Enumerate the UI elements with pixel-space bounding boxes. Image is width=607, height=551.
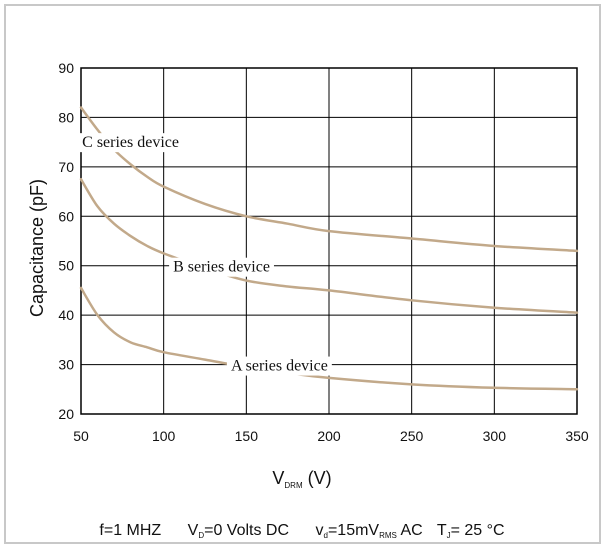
x-axis-title: VDRM (V) [272,468,331,490]
series-label-a: A series device [231,358,328,375]
plot-border [80,67,578,415]
cond-vd-rest: =0 Volts DC [204,522,289,539]
series-line-a [79,286,579,391]
chart-frame: C series device B series device A series d… [4,4,601,544]
cond-tj-rest: = 25 °C [451,522,505,539]
x-axis-title-unit: (V) [303,468,332,488]
x-tick-label: 50 [73,428,89,444]
y-tick-label: 90 [58,60,74,76]
cond-vac-main: v [316,522,324,539]
grid [80,67,578,415]
series-label-bg-a [226,356,332,376]
test-conditions: f=1 MHZ VD=0 Volts DC vd=15mVRMS AC TJ= … [99,522,504,540]
series-labels: C series device B series device A series d… [78,133,332,376]
y-tick-label: 30 [58,357,74,373]
cond-tj-main: T [437,522,447,539]
y-tick-label: 40 [58,307,74,323]
series-label-bg-c [78,133,184,153]
cond-vac-rest: AC [397,522,423,539]
cond-vac-sub2: RMS [379,531,397,540]
cond-vd-main: V [188,522,199,539]
x-tick-label: 100 [152,428,176,444]
capacitance-chart: C series device B series device A series d… [27,60,589,540]
y-tick-label: 50 [58,258,74,274]
x-tick-label: 250 [400,428,424,444]
cond-vac-mid: =15mV [328,522,379,539]
y-axis-title: Capacitance (pF) [27,179,47,317]
cond-tj-sub: J [447,531,451,540]
series-label-bg-b [169,257,274,277]
y-tick-label: 70 [58,159,74,175]
x-tick-label: 150 [235,428,259,444]
y-tick-labels: 20 30 40 50 60 70 80 90 [58,60,74,422]
x-tick-label: 300 [483,428,507,444]
x-tick-label: 200 [317,428,341,444]
cond-vac-sub: d [324,531,328,540]
series-label-b: B series device [173,259,270,276]
cond-frequency: f=1 MHZ [99,522,161,539]
cond-vd-sub: D [198,531,204,540]
x-tick-label: 350 [565,428,589,444]
x-axis-title-sub: DRM [284,481,303,490]
y-tick-label: 60 [58,208,74,224]
x-axis-title-main: V [272,468,284,488]
series-label-c: C series device [82,134,179,151]
x-tick-labels: 50 100 150 200 250 300 350 [73,428,589,444]
y-tick-label: 80 [58,109,74,125]
y-tick-label: 20 [58,406,74,422]
